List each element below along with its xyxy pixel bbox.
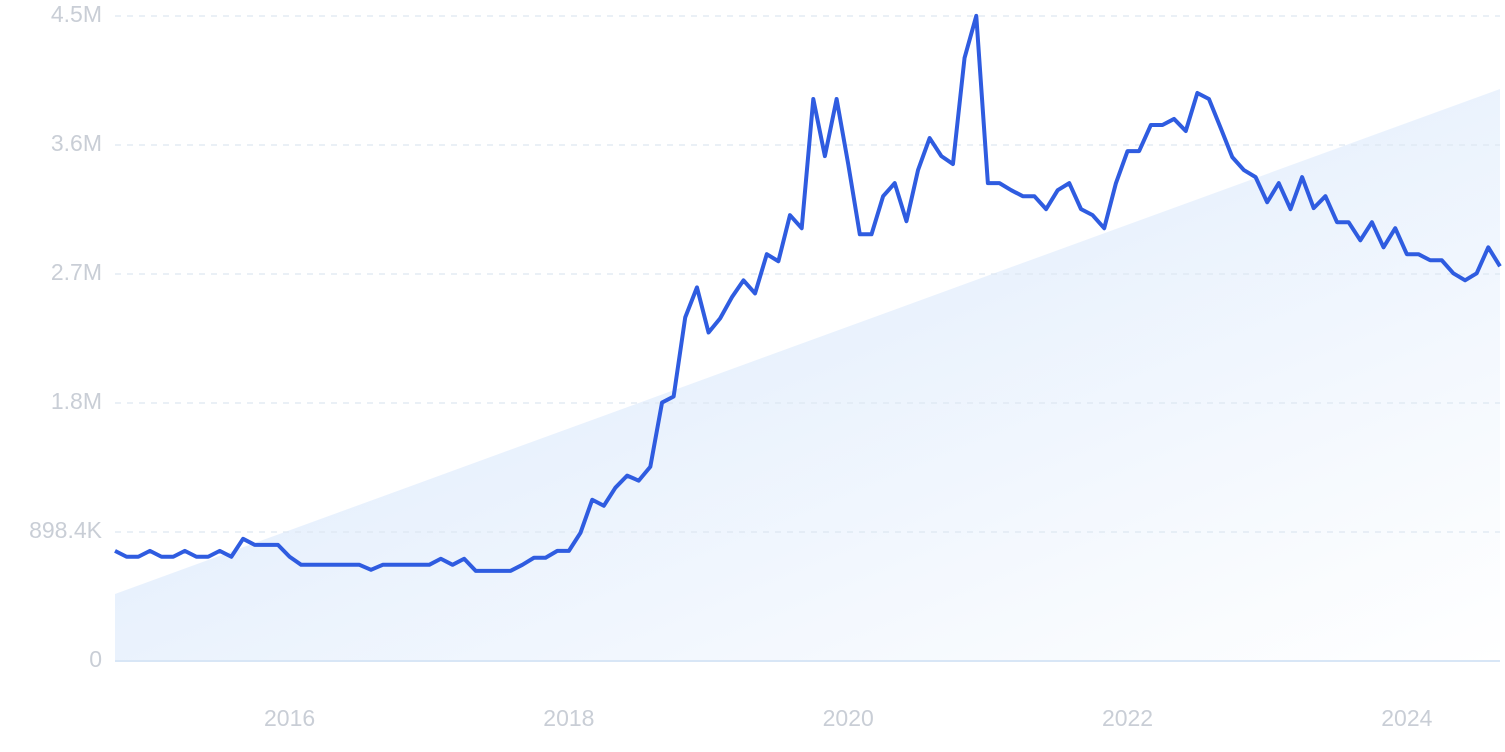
- y-tick-label: 898.4K: [29, 517, 103, 543]
- x-tick-label: 2020: [823, 705, 874, 731]
- y-tick-label: 2.7M: [51, 259, 102, 285]
- y-tick-label: 3.6M: [51, 130, 102, 156]
- x-tick-label: 2016: [264, 705, 315, 731]
- x-tick-label: 2022: [1102, 705, 1153, 731]
- trend-area: [115, 88, 1500, 662]
- x-tick-label: 2018: [543, 705, 594, 731]
- y-tick-label: 1.8M: [51, 388, 102, 414]
- x-tick-label: 2024: [1381, 705, 1432, 731]
- y-tick-label: 4.5M: [51, 1, 102, 27]
- line: [114, 13, 1502, 573]
- y-tick-label: 0: [89, 646, 102, 672]
